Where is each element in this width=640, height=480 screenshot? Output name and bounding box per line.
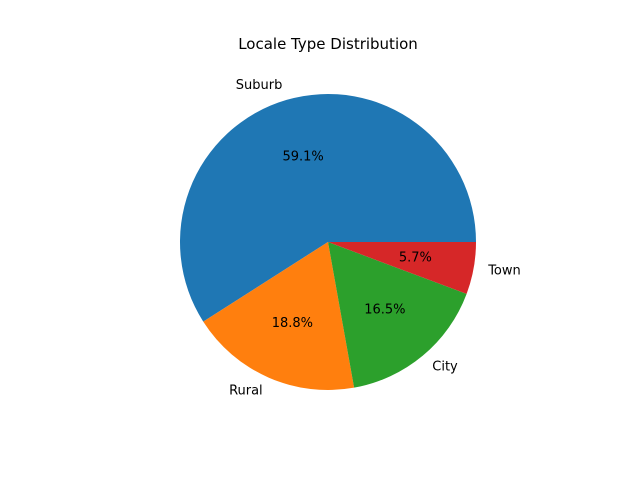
slice-suburb <box>180 94 477 322</box>
percent-city: 16.5% <box>364 303 405 318</box>
slice-town <box>328 242 476 294</box>
percent-rural: 18.8% <box>272 316 313 331</box>
label-city: City <box>432 360 458 375</box>
pie-slices <box>180 94 477 390</box>
slice-rural <box>203 242 355 390</box>
percent-suburb: 59.1% <box>282 149 323 164</box>
chart-title: Locale Type Distribution <box>238 35 418 53</box>
label-rural: Rural <box>229 384 263 399</box>
percent-town: 5.7% <box>399 250 432 265</box>
pie-labels: Suburb 59.1% Rural 18.8% City 16.5% Town 5.7% <box>229 78 521 398</box>
slice-city <box>328 242 467 388</box>
label-suburb: Suburb <box>236 78 283 93</box>
label-town: Town <box>487 263 521 278</box>
